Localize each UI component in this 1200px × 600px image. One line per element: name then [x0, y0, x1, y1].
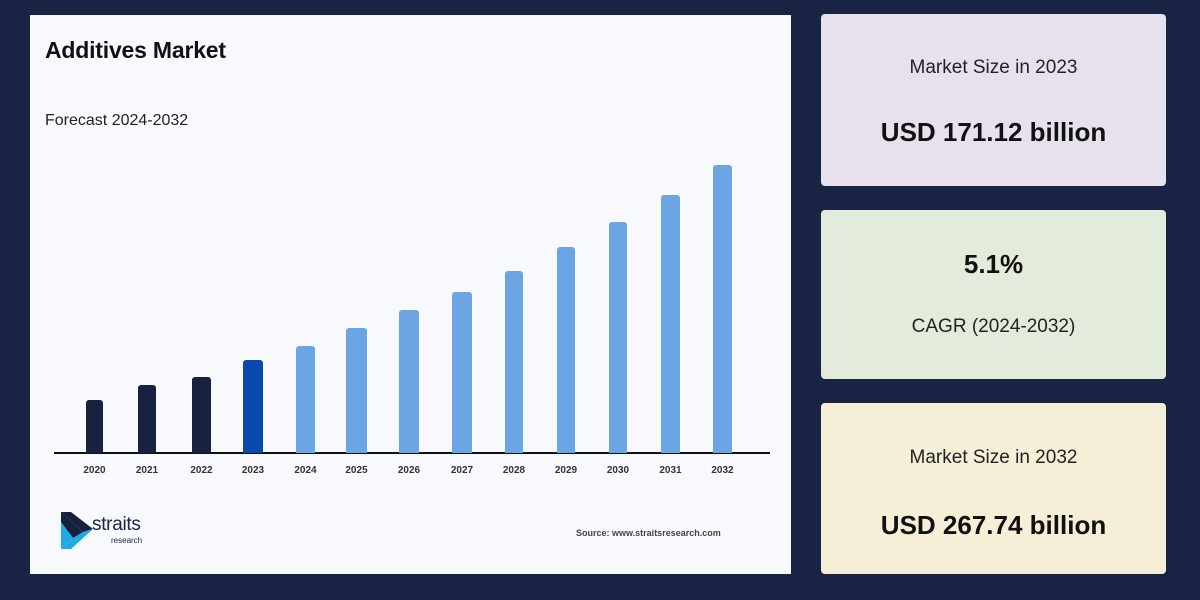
x-tick-label: 2029 — [554, 465, 578, 476]
bar-2030 — [609, 222, 627, 453]
bar-2020 — [86, 399, 103, 453]
x-tick-label: 2023 — [241, 465, 265, 476]
bar-2028 — [505, 270, 523, 453]
bar-2032 — [713, 164, 732, 453]
bar-2025 — [346, 328, 367, 453]
card-value: 5.1% — [963, 249, 1024, 279]
chart-panel: Additives Market Forecast 2024-2032 2020… — [30, 15, 791, 574]
card-label: Market Size in 2023 — [909, 57, 1078, 78]
market-size-2032-card: Market Size in 2032 USD 267.74 billion — [821, 403, 1166, 574]
x-tick-label: 2026 — [397, 465, 421, 476]
x-tick-label: 2024 — [294, 465, 317, 476]
bar-2024 — [296, 345, 315, 453]
bar-2023 — [243, 360, 263, 453]
x-tick-label: 2031 — [659, 465, 682, 476]
logo-chevron-icon — [61, 512, 93, 549]
bar-chart: 2020 2021 2022 2023 2024 2025 2026 2027 2028 2029… — [30, 15, 791, 574]
straits-research-logo: straits research — [61, 512, 161, 552]
cagr-card: 5.1% CAGR (2024-2032) — [821, 210, 1166, 379]
logo-subtext: research — [111, 536, 143, 545]
market-size-2023-card: Market Size in 2023 USD 171.12 billion — [821, 14, 1166, 186]
bar-2027 — [452, 292, 472, 453]
x-tick-label: 2025 — [345, 465, 368, 476]
chart-subtitle: Forecast 2024-2032 — [45, 112, 189, 129]
x-tick-label: 2020 — [83, 465, 106, 476]
x-axis-line — [54, 452, 770, 454]
chart-title: Additives Market — [45, 37, 226, 63]
card-label: CAGR (2024-2032) — [911, 316, 1076, 337]
x-tick-label: 2032 — [711, 465, 734, 476]
bar-2029 — [557, 247, 575, 453]
x-tick-label: 2028 — [502, 465, 526, 476]
bar-2021 — [138, 385, 156, 453]
x-tick-label: 2027 — [450, 465, 474, 476]
x-tick-label: 2021 — [135, 465, 159, 476]
bar-2031 — [661, 195, 680, 453]
source-link[interactable]: Source: www.straitsresearch.com — [576, 528, 721, 538]
x-tick-label: 2022 — [190, 465, 213, 476]
bar-2022 — [192, 376, 211, 453]
bar-2026 — [399, 310, 419, 453]
card-value: USD 171.12 billion — [880, 117, 1107, 147]
card-value: USD 267.74 billion — [880, 510, 1107, 540]
logo-wordmark: straits — [92, 514, 141, 535]
card-label: Market Size in 2032 — [909, 447, 1078, 468]
x-tick-label: 2030 — [606, 465, 630, 476]
